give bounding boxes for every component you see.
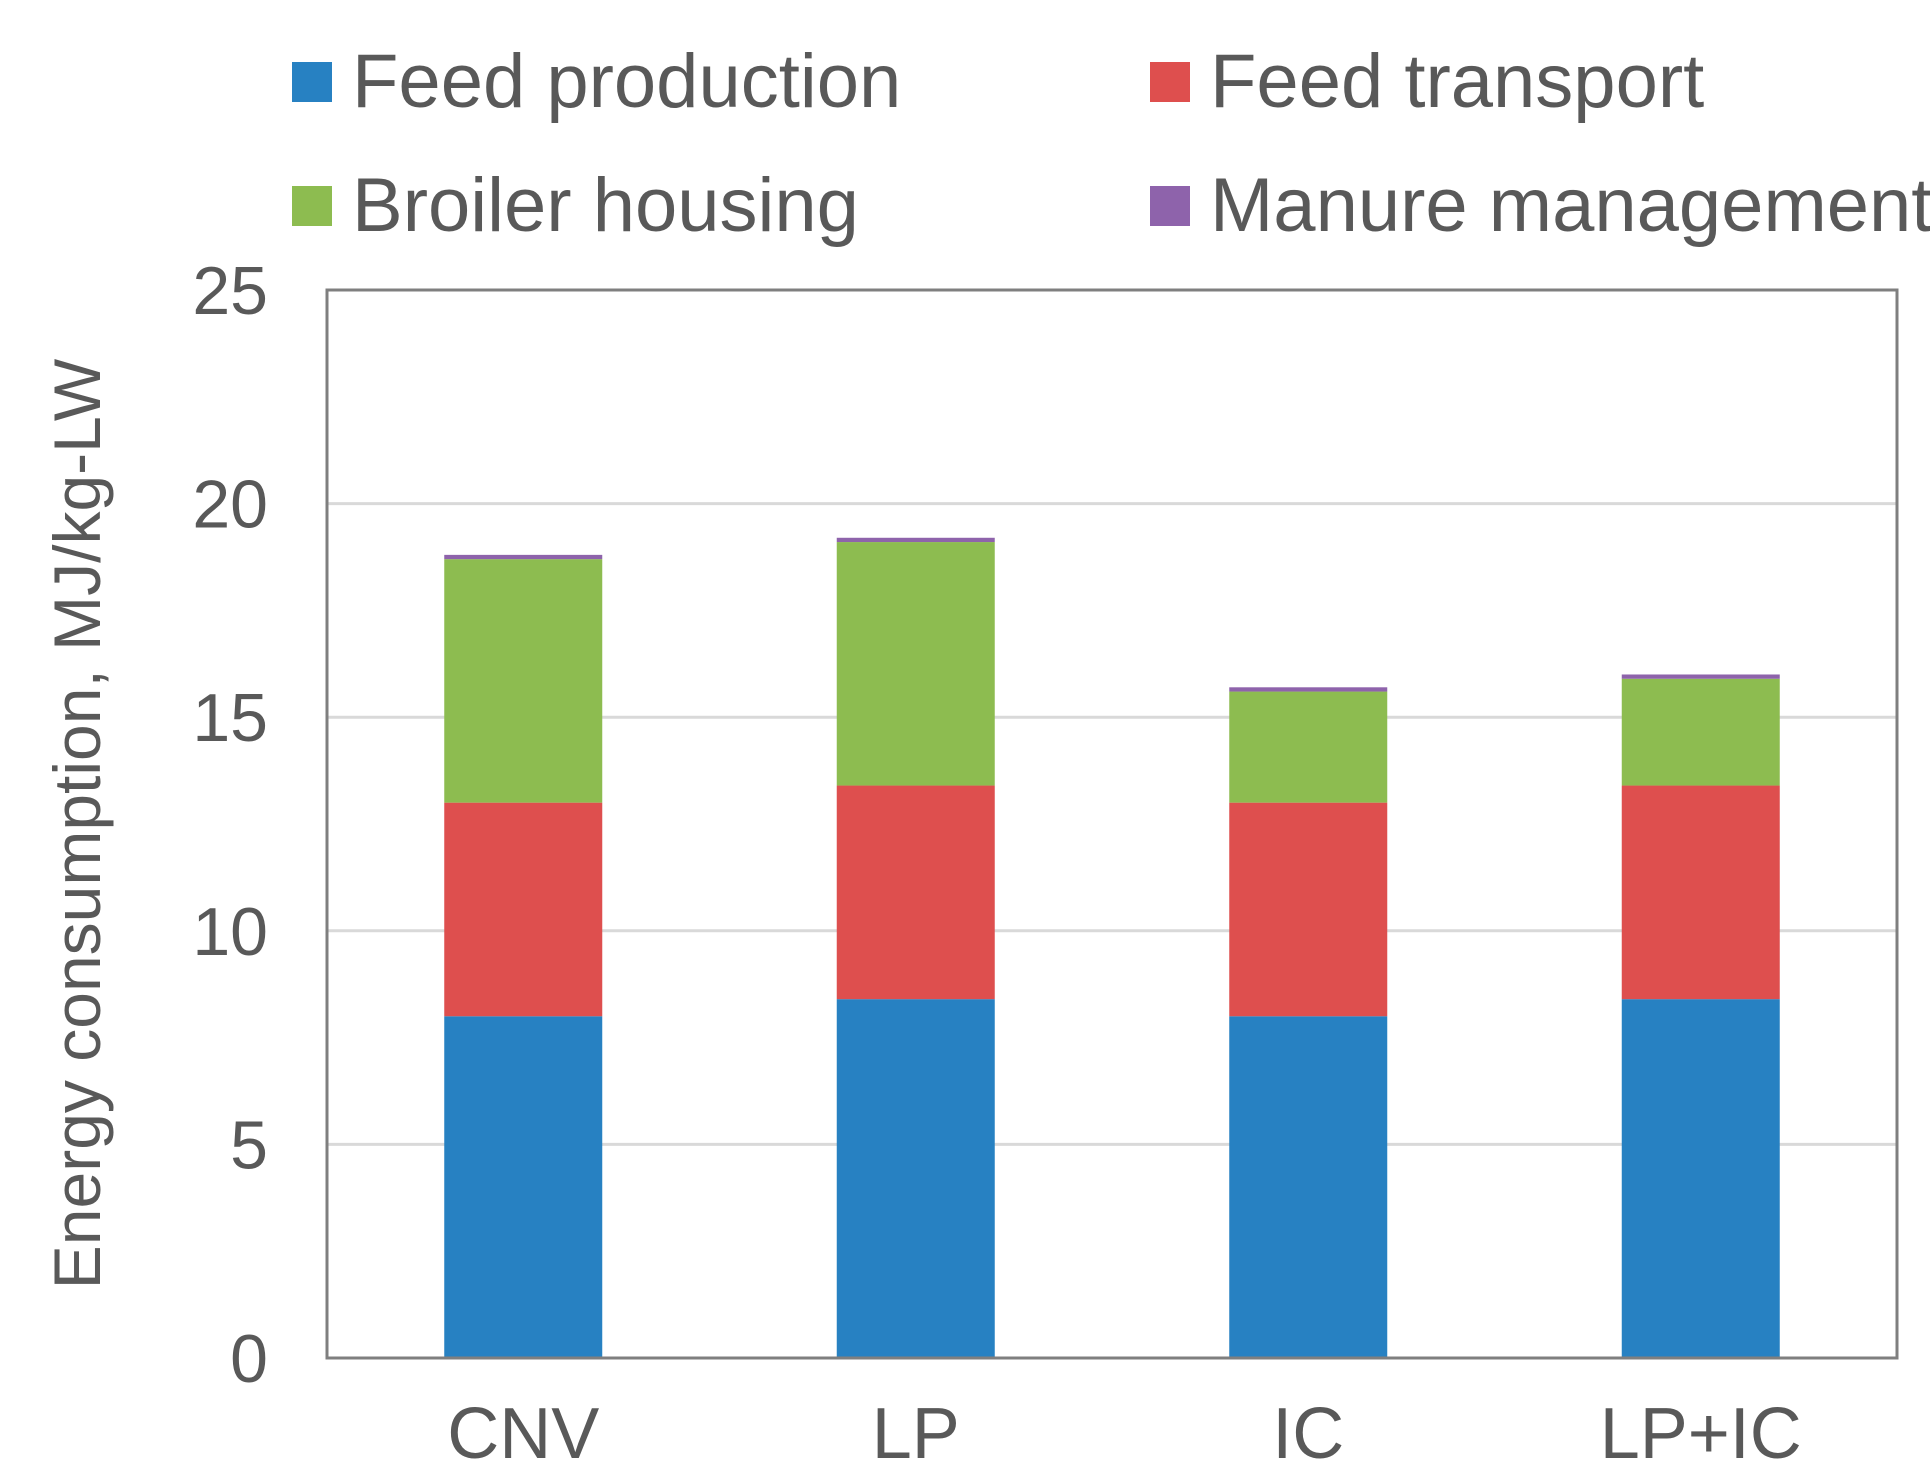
y-axis-label: Energy consumption, MJ/kg-LW [40,358,114,1289]
legend-swatch-manure-management [1150,185,1190,226]
bar-lp-ic-feed-production [1621,999,1780,1358]
y-tick-label: 0 [230,1321,268,1397]
legend-item-feed-production: Feed production [292,38,901,125]
bar-lp-feed-transport [836,785,995,1000]
legend-swatch-feed-production [292,61,332,102]
y-axis-tick-labels: 0 5 10 15 20 25 [192,253,268,1397]
legend-item-broiler-housing: Broiler housing [292,162,859,249]
bar-ic-feed-production [1229,1016,1388,1358]
bar-ic-feed-transport [1229,802,1388,1017]
legend-item-manure-management: Manure management [1150,162,1930,249]
legend-swatch-broiler-housing [292,185,332,226]
legend-label: Feed transport [1210,39,1705,124]
bar-lp-manure-management [836,537,995,543]
bar-ic-broiler-housing [1229,691,1388,803]
x-tick-label: LP [872,1394,960,1474]
legend-label: Broiler housing [352,163,859,248]
y-tick-label: 10 [192,894,268,970]
y-tick-label: 15 [192,680,268,756]
x-axis-tick-labels: CNV LP IC LP+IC [447,1394,1802,1474]
y-tick-label: 5 [230,1107,268,1183]
legend-label: Manure management [1210,163,1930,248]
legend-swatch-feed-transport [1150,61,1190,102]
legend-item-feed-transport: Feed transport [1150,38,1704,125]
bar-lp-broiler-housing [836,542,995,786]
x-tick-label: LP+IC [1600,1394,1802,1474]
legend-label: Feed production [352,39,902,124]
bar-cnv-feed-production [444,1016,603,1358]
bar-ic-manure-management [1229,687,1388,692]
x-tick-label: CNV [447,1394,599,1474]
bar-lp-ic-feed-transport [1621,785,1780,1000]
bar-lp-ic-manure-management [1621,674,1780,679]
bar-lp-feed-production [836,999,995,1358]
y-tick-label: 20 [192,467,268,543]
y-tick-label: 25 [192,253,268,329]
x-tick-label: IC [1272,1394,1344,1474]
bars [444,537,1780,1358]
bar-cnv-feed-transport [444,802,603,1017]
plot-area-frame [325,288,1899,1360]
bar-cnv-broiler-housing [444,559,603,803]
bar-cnv-manure-management [444,554,603,560]
bar-lp-ic-broiler-housing [1621,678,1780,786]
